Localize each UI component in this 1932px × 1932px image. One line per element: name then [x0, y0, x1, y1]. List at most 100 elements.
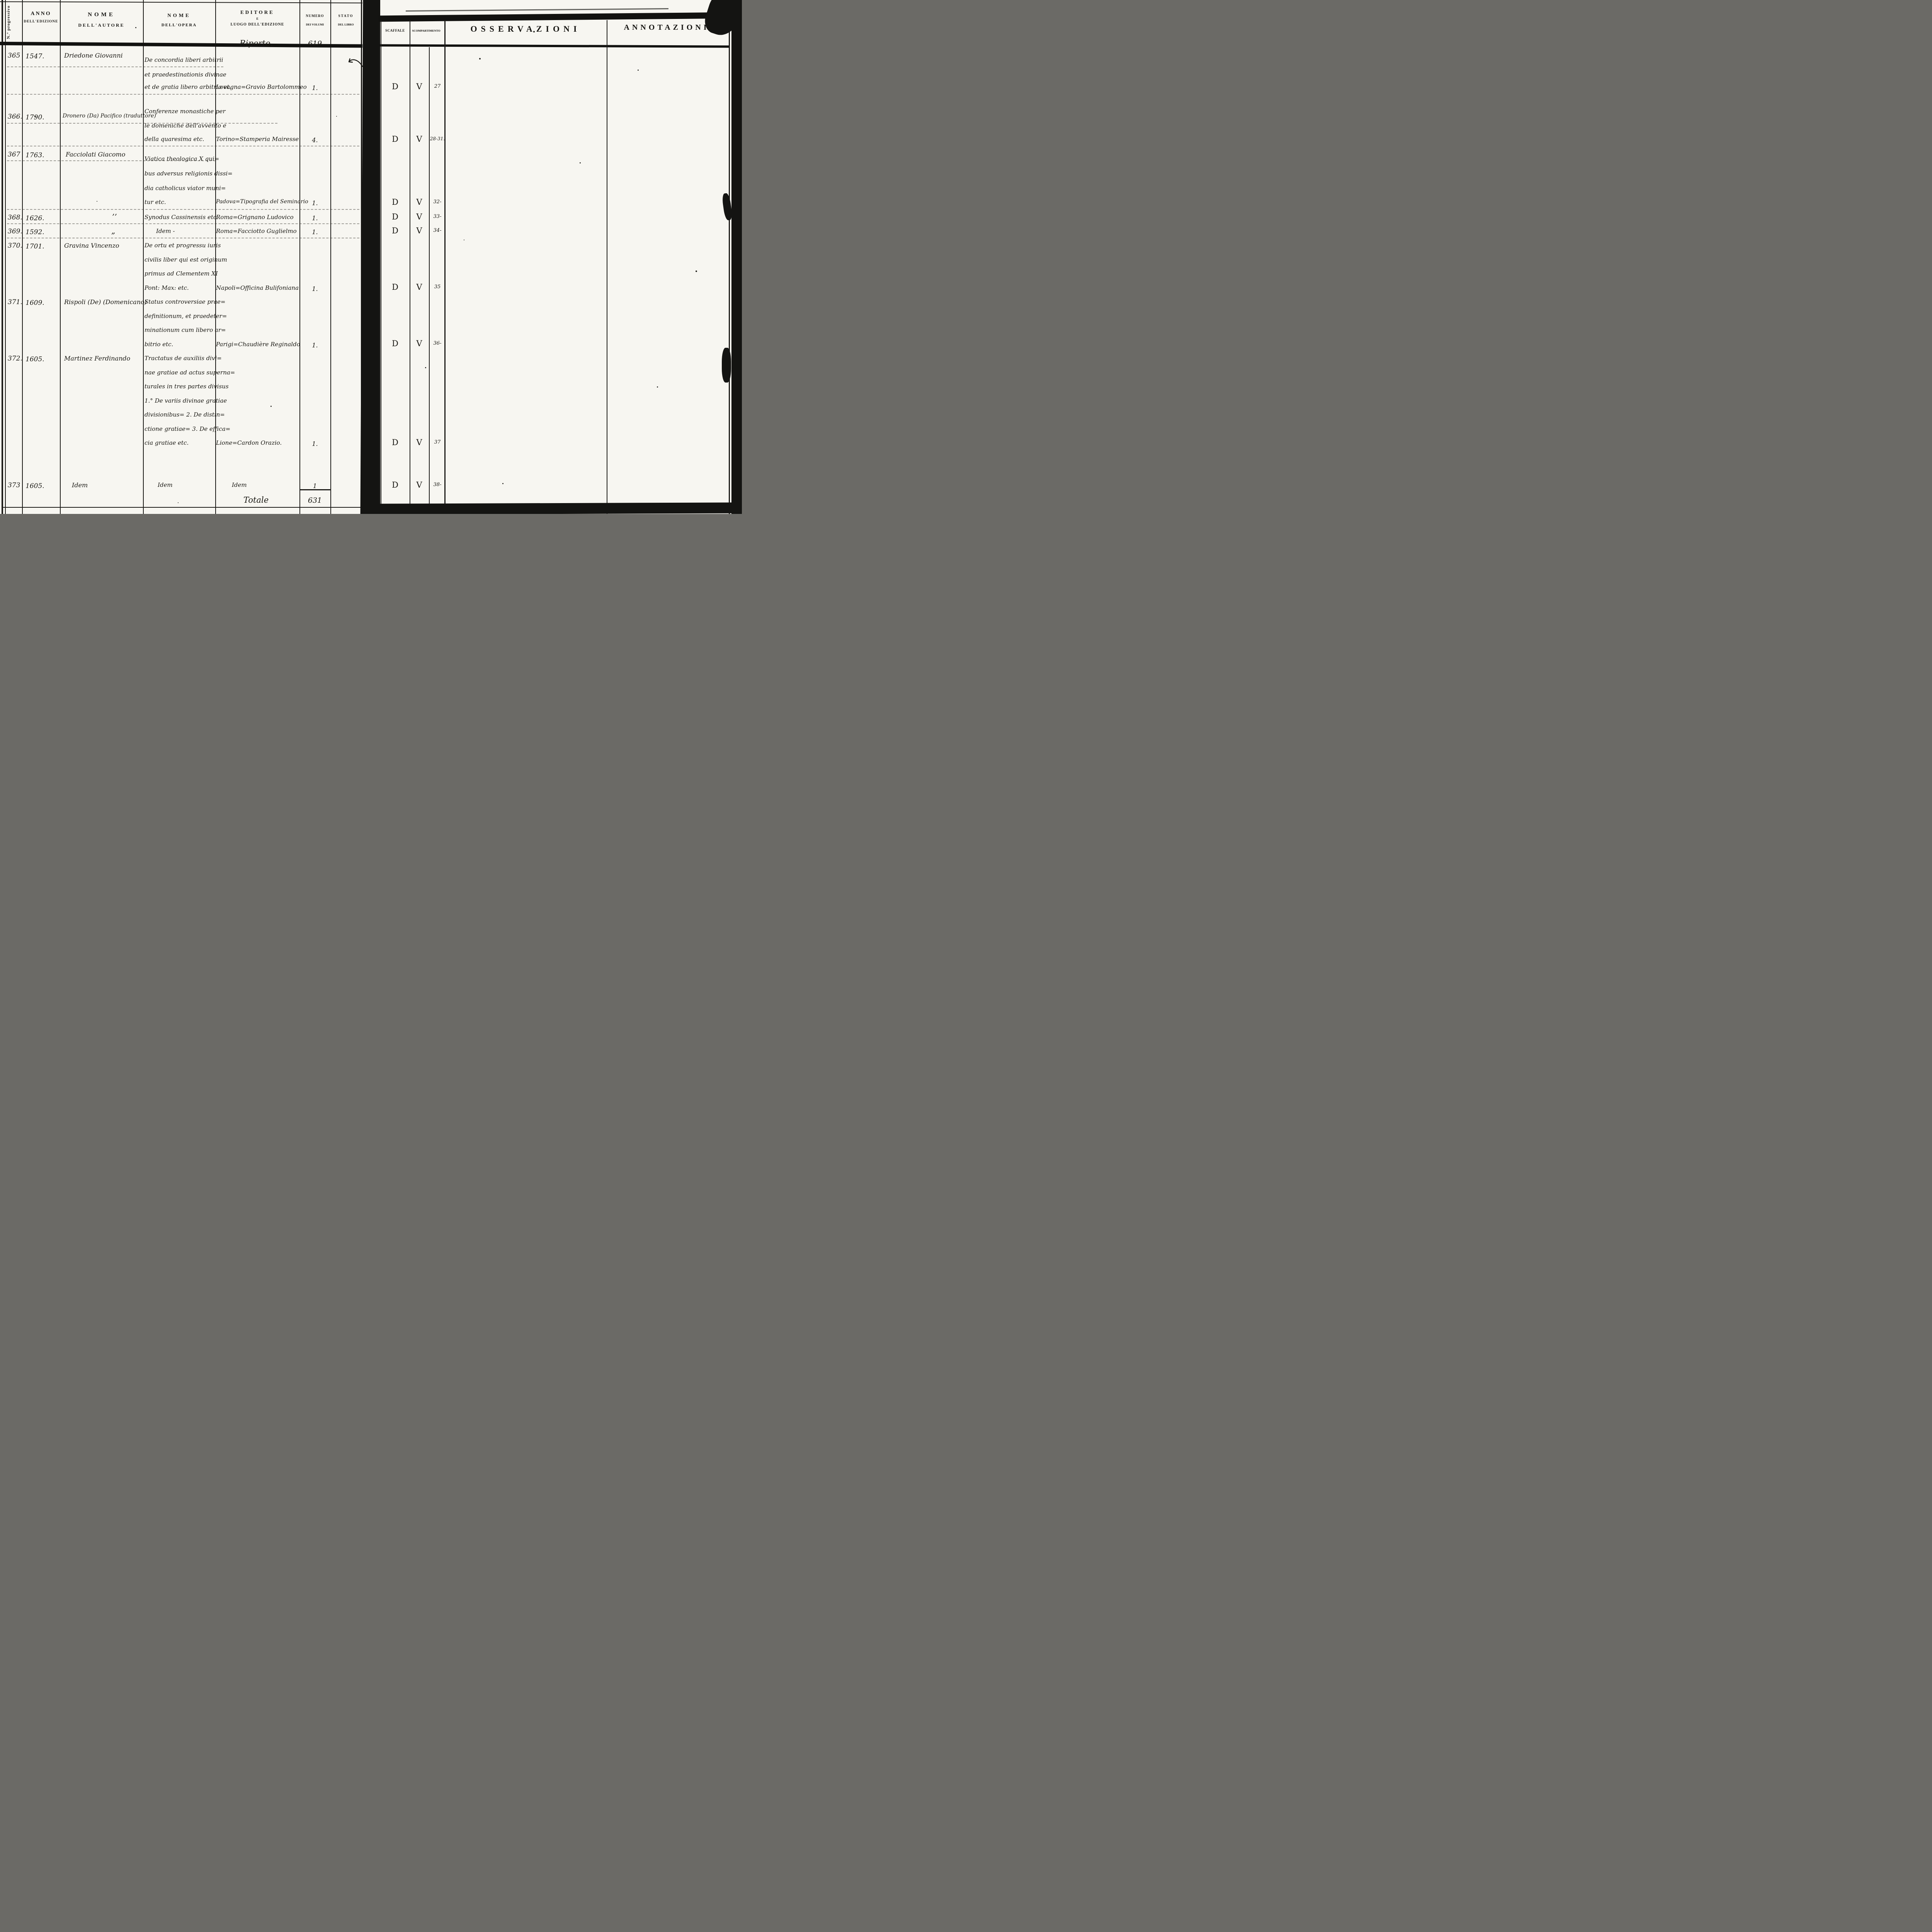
compartment-number: 27 [434, 83, 441, 89]
col-header-osservazioni: OSSERVAZIONI [448, 24, 603, 34]
compartment-number: 35 [434, 284, 441, 290]
entry-author: Facciolati Giacomo [66, 151, 126, 158]
entry-title-line: turales in tres partes divisus [145, 383, 229, 390]
entry-publisher: Lione=Cardon Orazio. [216, 439, 282, 446]
entry-title-line: et de gratia libero arbitrio et. [145, 83, 231, 90]
entry-author: Idem [72, 481, 88, 489]
entry-author-ditto: „ [111, 226, 116, 235]
entry-volumes: 4. [312, 136, 318, 144]
grid-line [5, 0, 6, 514]
shelf-letter: D [392, 197, 398, 207]
col-header-opera: NOME DELL'OPERA [144, 12, 214, 27]
entry-num: 369. [8, 228, 22, 235]
entry-year: 1626. [26, 214, 44, 222]
entry-title-line: della quaresima etc. [145, 136, 204, 143]
entry-volumes: 1. [312, 440, 318, 447]
grid-line [299, 0, 300, 514]
col-header-line: OSSERVAZIONI [470, 24, 581, 34]
scan-edge-artifact [722, 348, 731, 383]
compartment-number: 34- [433, 228, 442, 233]
speck [135, 27, 136, 28]
grid-line [22, 0, 23, 514]
compartment-number: 32- [433, 199, 442, 205]
entry-title-line: minationum cum libero ar= [145, 327, 226, 333]
entry-year: 1605. [26, 482, 44, 490]
entry-publisher: Idem [232, 481, 247, 488]
compartment-letter: V [416, 212, 422, 221]
col-header-line: LUOGO DELL'EDIZIONE [230, 22, 284, 27]
grid-line [429, 47, 430, 514]
ink-arrow-mark [348, 58, 363, 67]
col-header-annotazioni: ANNOTAZIONI [609, 23, 724, 32]
compartment-letter: V [416, 438, 422, 447]
entry-publisher: Napoli=Officina Bulifoniana [216, 284, 299, 291]
entry-title-line: Conferenze monastiche per [145, 108, 226, 115]
entry-title-line: Idem - [156, 228, 175, 235]
col-header-line: NOME [88, 12, 115, 18]
entry-author: Rispoli (De) (Domenicano) [64, 298, 147, 306]
entry-volumes: 1. [312, 285, 318, 293]
entry-title-line: bitrio etc. [145, 341, 173, 348]
speck [270, 406, 272, 407]
grid-line [215, 0, 216, 514]
speck [696, 270, 697, 272]
entry-title-line: divisionibus= 2. De distin= [145, 411, 225, 418]
page-top-rule [378, 12, 730, 22]
entry-publisher: Roma=Facciotto Guglielmo [216, 228, 297, 235]
col-header-line: DEI VOLUMI [306, 23, 324, 26]
shelf-letter: D [392, 212, 398, 221]
col-header-line: DELL'EDIZIONE [24, 20, 58, 24]
entry-publisher: Torino=Stamperia Mairesse [216, 136, 299, 143]
compartment-number: 36- [433, 340, 442, 346]
totale-label: Totale [243, 495, 269, 505]
entry-title-line: Pont: Max: etc. [145, 284, 189, 291]
entry-title-line: tur etc. [145, 199, 166, 206]
entry-year: 1609. [26, 299, 44, 307]
entry-title-line: De concordia liberi arbitrii [145, 56, 223, 63]
speck [533, 31, 535, 32]
entry-title-line: Tractatus de auxiliis divi= [145, 355, 222, 362]
col-header-progressivo: N.° progressivo [6, 4, 20, 41]
col-header-line: ANNOTAZIONI [624, 23, 709, 32]
entry-author: Gravina Vincenzo [64, 242, 119, 249]
entry-year: 1763. [26, 151, 44, 159]
entry-title-line: 1.° De variis divinae gratiae [145, 397, 227, 404]
sum-rule [300, 489, 330, 490]
entry-num: 365 [8, 52, 20, 60]
compartment-number: 38- [433, 482, 442, 488]
ruled-line [7, 209, 359, 210]
shelf-letter: D [392, 339, 398, 348]
entry-title-line: et praedestinationis divinae [145, 71, 226, 78]
col-header-stato: STATO DEL LIBRO [331, 14, 361, 26]
entry-volumes: 1. [312, 214, 318, 222]
entry-volumes: 1. [312, 342, 318, 349]
entry-year: 1592. [26, 228, 44, 236]
entry-publisher: Parigi=Chaudière Reginaldo [216, 341, 300, 348]
compartment-letter: V [416, 134, 422, 144]
grid-line [0, 1, 363, 3]
speck [502, 483, 503, 484]
col-header-anno: ANNO DELL'EDIZIONE [23, 11, 59, 24]
col-header-line: STATO [338, 14, 354, 18]
shelf-letter: D [392, 134, 398, 144]
entry-volumes: 1. [312, 84, 318, 92]
totale-value: 631 [308, 496, 322, 505]
col-header-line: DELL'OPERA [161, 23, 197, 27]
col-header-progressivo-label: N.° progressivo [6, 5, 11, 39]
entry-author-ditto: ’’ [112, 212, 117, 221]
entry-title-line: le domeniche dell'avvento e [145, 122, 226, 129]
entry-title-line: De ortu et progressu iuris [145, 242, 221, 249]
speck [657, 386, 658, 388]
entry-title-line: Idem [158, 481, 173, 488]
entry-author: Driedone Giovanni [64, 52, 123, 59]
speck [425, 367, 426, 368]
grid-line [60, 0, 61, 514]
ruled-line [7, 223, 359, 224]
entry-publisher: Lovagna=Gravio Bartolommeo [216, 83, 307, 90]
entry-num: 368. [8, 214, 22, 221]
grid-line [729, 0, 730, 514]
entry-title-line: primus ad Clementem XI [145, 270, 218, 277]
col-header-line: SCAFFALE [385, 29, 405, 32]
entry-author: Dronero (Da) Pacifico (traduttore) [63, 113, 156, 119]
entry-year: 1790. [26, 114, 44, 121]
